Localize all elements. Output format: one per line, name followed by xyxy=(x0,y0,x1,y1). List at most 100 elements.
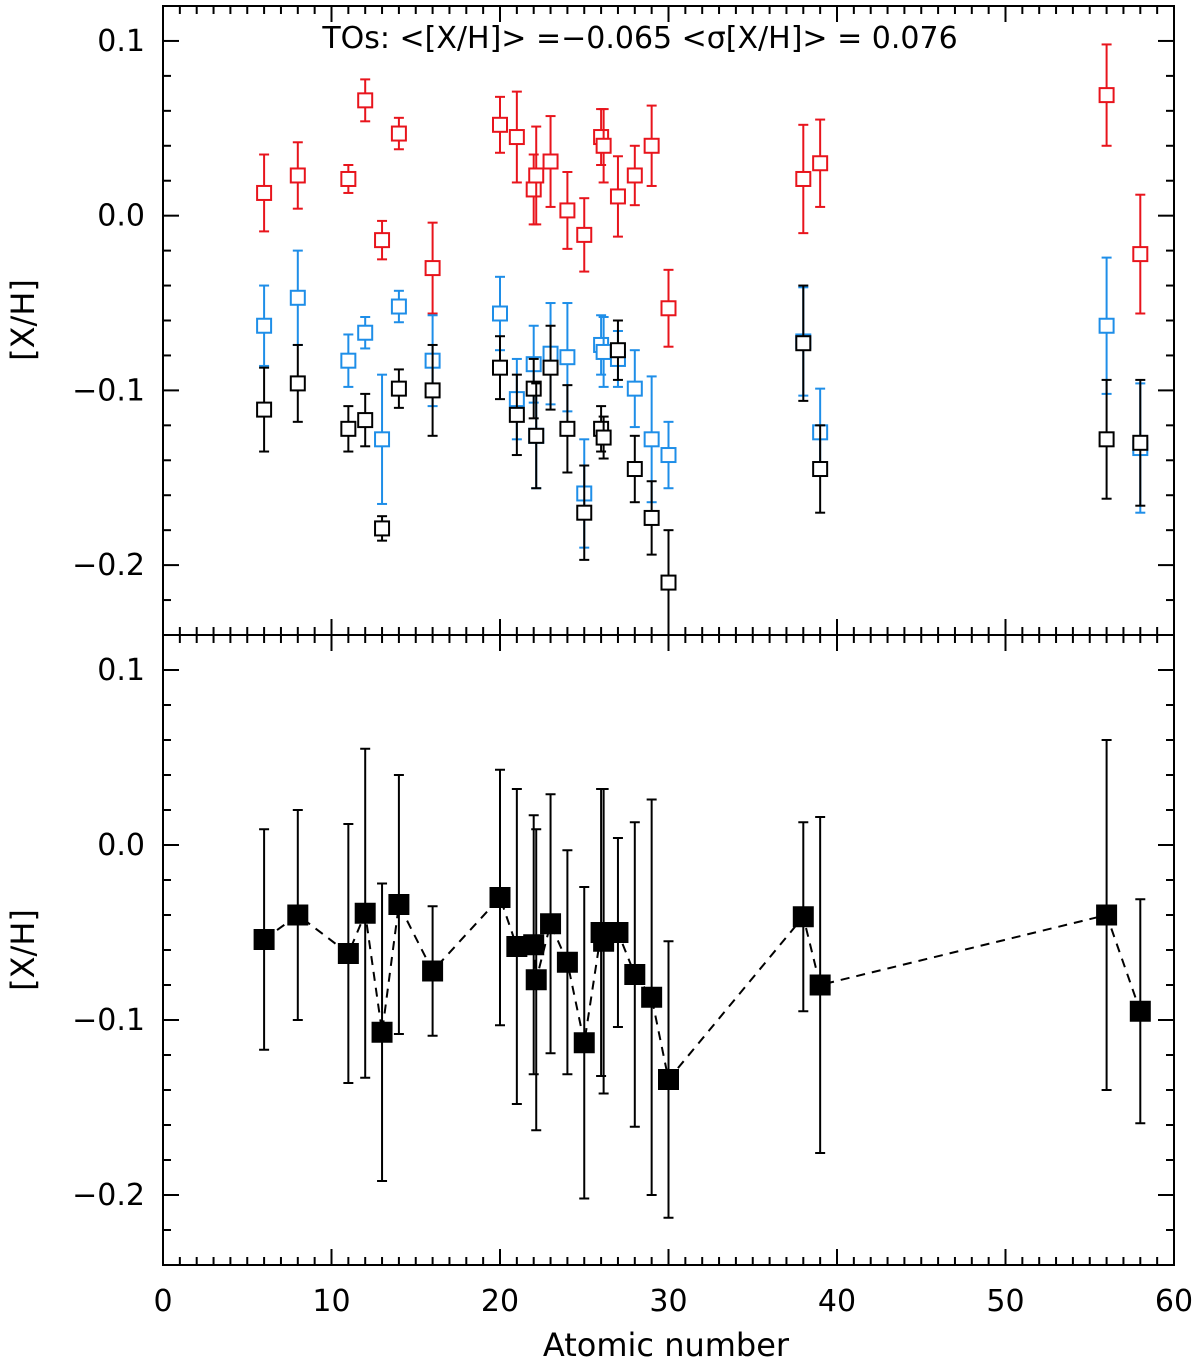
top-data-point xyxy=(1098,317,1115,334)
top-y-tick-label: 0.0 xyxy=(97,199,145,234)
top-data-point xyxy=(357,412,374,429)
bottom-data-point xyxy=(388,894,410,915)
top-data-point xyxy=(559,349,576,366)
top-data-point xyxy=(542,153,559,170)
x-tick-label: 10 xyxy=(312,1284,350,1319)
top-data-point xyxy=(1098,87,1115,104)
top-series-blue xyxy=(256,249,1149,549)
top-data-point xyxy=(576,226,593,243)
top-data-point xyxy=(528,427,545,444)
top-data-point xyxy=(1098,431,1115,448)
top-data-point xyxy=(340,352,357,369)
bottom-data-layer xyxy=(253,739,1151,1219)
bottom-data-point xyxy=(354,902,376,924)
top-data-point xyxy=(289,289,306,306)
bottom-data-point xyxy=(573,1032,595,1054)
bottom-panel: 0.1 0.0 −0.1 −0.2 0 10 20 30 40 50 60 xyxy=(72,634,1193,1319)
top-data-point xyxy=(609,342,626,359)
top-data-point xyxy=(525,181,542,198)
top-data-point xyxy=(660,447,677,464)
top-data-point xyxy=(289,167,306,184)
bottom-y-tick-label: −0.2 xyxy=(72,1178,145,1213)
bottom-y-tick-label: 0.1 xyxy=(97,653,145,688)
top-data-point xyxy=(626,461,643,478)
top-data-point xyxy=(357,324,374,341)
top-data-point xyxy=(424,382,441,399)
bottom-data-point xyxy=(489,887,511,908)
x-tick-label: 20 xyxy=(481,1284,519,1319)
top-data-point xyxy=(390,380,407,397)
top-data-point xyxy=(374,431,391,448)
bottom-data-point xyxy=(607,922,629,943)
top-data-point xyxy=(492,116,508,133)
bottom-data-point xyxy=(809,974,831,996)
top-data-point xyxy=(559,420,576,437)
top-data-point xyxy=(660,574,677,591)
x-tick-label: 40 xyxy=(818,1284,856,1319)
top-y-tick-label: −0.1 xyxy=(72,373,145,408)
x-tick-label: 30 xyxy=(649,1284,687,1319)
top-data-point xyxy=(643,137,660,154)
bottom-data-point xyxy=(422,960,444,982)
top-data-point xyxy=(660,300,677,317)
top-data-point xyxy=(795,335,812,352)
top-data-point xyxy=(595,343,612,360)
bottom-data-point xyxy=(658,1069,679,1090)
bottom-data-point xyxy=(525,969,547,991)
top-data-point xyxy=(390,298,407,315)
top-data-point xyxy=(374,232,391,249)
top-data-point xyxy=(643,509,660,526)
top-series-red xyxy=(256,43,1149,348)
bottom-y-tick-label: −0.1 xyxy=(72,1003,145,1038)
bottom-data-point xyxy=(523,934,545,956)
top-data-point xyxy=(492,305,508,322)
top-data-point xyxy=(595,429,612,446)
top-data-point xyxy=(256,184,273,201)
bottom-data-point xyxy=(540,913,562,935)
top-y-axis-label: [X/H] xyxy=(4,279,42,361)
bottom-data-point xyxy=(1096,904,1118,926)
top-data-point xyxy=(390,125,407,142)
top-data-layer xyxy=(256,43,1149,635)
bottom-data-point xyxy=(792,906,814,928)
bottom-data-point xyxy=(1129,1000,1151,1022)
top-data-point xyxy=(812,155,829,172)
bottom-data-point xyxy=(624,964,646,985)
top-data-point xyxy=(424,260,441,277)
top-data-point xyxy=(1132,246,1149,263)
top-data-point xyxy=(340,170,357,187)
top-data-point xyxy=(340,420,357,437)
bottom-y-tick-label: 0.0 xyxy=(97,828,145,863)
top-data-point xyxy=(595,137,612,154)
bottom-data-point xyxy=(337,943,359,964)
bottom-data-point xyxy=(371,1021,393,1043)
bottom-y-axis-label: [X/H] xyxy=(4,909,42,991)
top-data-point xyxy=(256,317,273,334)
top-data-point xyxy=(626,380,643,397)
bottom-series-mean xyxy=(253,739,1151,1219)
top-data-point xyxy=(812,461,829,478)
top-data-point xyxy=(357,92,374,109)
top-y-tick-label: 0.1 xyxy=(97,24,145,59)
top-data-point xyxy=(559,202,576,219)
top-data-point xyxy=(492,359,508,376)
top-data-point xyxy=(508,406,525,423)
bottom-data-point xyxy=(287,904,309,926)
top-data-point xyxy=(1132,434,1149,451)
top-series-black xyxy=(256,284,1149,635)
top-data-point xyxy=(289,375,306,392)
x-tick-label: 50 xyxy=(986,1284,1024,1319)
top-data-point xyxy=(626,167,643,184)
bottom-data-point xyxy=(556,951,578,973)
bottom-series-line xyxy=(263,895,1142,1082)
top-panel: 0.1 0.0 −0.1 −0.2 xyxy=(72,5,1175,636)
x-tick-label: 60 xyxy=(1155,1284,1193,1319)
bottom-data-point xyxy=(253,929,275,950)
top-data-point xyxy=(643,431,660,448)
top-data-point xyxy=(508,129,525,146)
top-data-point xyxy=(609,188,626,205)
bottom-data-point xyxy=(641,986,663,1008)
top-data-point xyxy=(576,504,593,521)
